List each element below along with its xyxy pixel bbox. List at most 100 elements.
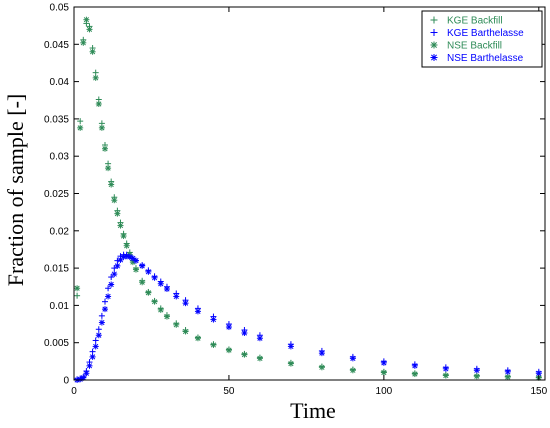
data-point-nse-barthelasse bbox=[210, 316, 217, 323]
y-tick-label: 0.04 bbox=[50, 77, 70, 88]
axis-ticks: 0 50 100 150 0 0.005 0.01 0.015 0.02 0.025 0.03 0.0… bbox=[44, 3, 548, 398]
x-tick-label: 150 bbox=[530, 386, 547, 397]
data-point-nse-barthelasse bbox=[473, 367, 480, 374]
data-point-kge-barthelasse bbox=[98, 312, 105, 319]
series-nse-backfill bbox=[74, 16, 542, 381]
x-axis-title: Time bbox=[290, 398, 336, 423]
data-point-nse-barthelasse bbox=[194, 308, 201, 315]
data-point-nse-backfill bbox=[92, 74, 99, 81]
data-point-kge-barthelasse bbox=[111, 265, 118, 272]
legend-label-nse-backfill: NSE Backfill bbox=[447, 41, 502, 52]
data-point-nse-backfill bbox=[504, 374, 511, 381]
data-point-kge-backfill bbox=[77, 118, 84, 125]
data-point-nse-backfill bbox=[98, 124, 105, 131]
data-point-kge-barthelasse bbox=[95, 326, 102, 333]
data-point-nse-backfill bbox=[139, 279, 146, 286]
data-point-nse-barthelasse bbox=[139, 262, 146, 269]
legend-label-kge-barthelasse: KGE Barthelasse bbox=[447, 28, 524, 39]
data-point-nse-backfill bbox=[241, 351, 248, 358]
data-point-nse-backfill bbox=[105, 165, 112, 172]
y-tick-label: 0.03 bbox=[50, 152, 70, 163]
data-point-nse-backfill bbox=[108, 181, 115, 188]
data-point-nse-backfill bbox=[287, 360, 294, 367]
y-tick-label: 0.01 bbox=[50, 301, 70, 312]
data-point-nse-barthelasse bbox=[114, 262, 121, 269]
data-point-nse-barthelasse bbox=[157, 280, 164, 287]
data-point-nse-barthelasse bbox=[504, 368, 511, 375]
data-point-nse-backfill bbox=[157, 306, 164, 313]
data-point-nse-backfill bbox=[117, 222, 124, 229]
y-tick-label: 0.035 bbox=[44, 114, 69, 125]
data-point-nse-backfill bbox=[151, 298, 158, 305]
data-point-nse-barthelasse bbox=[129, 255, 136, 262]
data-marks bbox=[74, 16, 542, 383]
data-point-nse-backfill bbox=[89, 48, 96, 55]
data-point-nse-backfill bbox=[182, 328, 189, 335]
legend-box bbox=[421, 10, 543, 68]
data-point-nse-barthelasse bbox=[108, 281, 115, 288]
data-point-kge-barthelasse bbox=[101, 298, 108, 305]
data-point-nse-backfill bbox=[80, 39, 87, 46]
data-point-nse-barthelasse bbox=[92, 343, 99, 350]
data-point-kge-barthelasse bbox=[108, 274, 115, 281]
data-point-nse-barthelasse bbox=[86, 362, 93, 369]
data-point-nse-backfill bbox=[210, 341, 217, 348]
data-point-nse-barthelasse bbox=[89, 353, 96, 360]
y-tick-label: 0.015 bbox=[44, 264, 69, 275]
data-point-nse-backfill bbox=[77, 124, 84, 131]
data-point-kge-barthelasse bbox=[89, 348, 96, 355]
legend-marker-kge-barthelasse bbox=[430, 29, 438, 36]
x-tick-label: 0 bbox=[71, 386, 77, 397]
data-point-nse-barthelasse bbox=[83, 370, 90, 377]
data-point-nse-barthelasse bbox=[80, 374, 87, 381]
data-point-nse-barthelasse bbox=[101, 306, 108, 313]
data-point-nse-backfill bbox=[225, 347, 232, 354]
data-point-nse-barthelasse bbox=[318, 350, 325, 357]
data-point-nse-backfill bbox=[256, 355, 263, 362]
data-point-kge-barthelasse bbox=[105, 285, 112, 292]
data-point-nse-backfill bbox=[86, 26, 93, 33]
data-point-nse-barthelasse bbox=[380, 359, 387, 366]
data-point-nse-barthelasse bbox=[349, 355, 356, 362]
data-point-nse-backfill bbox=[114, 210, 121, 217]
data-point-nse-barthelasse bbox=[225, 324, 232, 331]
y-tick-label: 0.045 bbox=[44, 40, 69, 51]
series-nse-barthelasse bbox=[74, 253, 542, 383]
data-point-nse-backfill bbox=[83, 16, 90, 23]
data-point-nse-barthelasse bbox=[256, 335, 263, 342]
data-point-nse-backfill bbox=[74, 285, 81, 292]
y-tick-label: 0.02 bbox=[50, 226, 70, 237]
legend-marker-nse-backfill bbox=[430, 41, 438, 49]
data-point-kge-backfill bbox=[92, 69, 99, 76]
y-axis-title: Fraction of sample [-] bbox=[3, 94, 28, 286]
data-point-nse-barthelasse bbox=[98, 319, 105, 326]
data-point-nse-backfill bbox=[101, 145, 108, 152]
y-tick-label: 0 bbox=[63, 376, 69, 387]
legend-label-kge-backfill: KGE Backfill bbox=[447, 16, 503, 27]
data-point-nse-barthelasse bbox=[95, 332, 102, 339]
data-point-nse-backfill bbox=[194, 335, 201, 342]
data-point-nse-backfill bbox=[132, 266, 139, 273]
series-kge-backfill bbox=[74, 20, 542, 381]
data-point-nse-barthelasse bbox=[182, 300, 189, 307]
series-kge-barthelasse bbox=[74, 251, 542, 383]
data-point-nse-backfill bbox=[349, 367, 356, 374]
data-point-nse-backfill bbox=[442, 372, 449, 379]
data-point-nse-barthelasse bbox=[241, 330, 248, 337]
data-point-nse-barthelasse bbox=[151, 274, 158, 281]
legend-marker-kge-backfill bbox=[430, 16, 438, 24]
data-point-nse-backfill bbox=[95, 100, 102, 107]
y-tick-label: 0.005 bbox=[44, 338, 69, 349]
data-point-nse-backfill bbox=[111, 197, 118, 204]
data-point-nse-barthelasse bbox=[173, 293, 180, 300]
data-point-kge-barthelasse bbox=[92, 337, 99, 344]
data-point-nse-backfill bbox=[123, 242, 130, 249]
data-point-nse-barthelasse bbox=[287, 343, 294, 350]
data-point-nse-backfill bbox=[380, 369, 387, 376]
y-tick-label: 0.025 bbox=[44, 189, 69, 200]
data-point-nse-backfill bbox=[163, 313, 170, 320]
data-point-nse-backfill bbox=[145, 289, 152, 296]
